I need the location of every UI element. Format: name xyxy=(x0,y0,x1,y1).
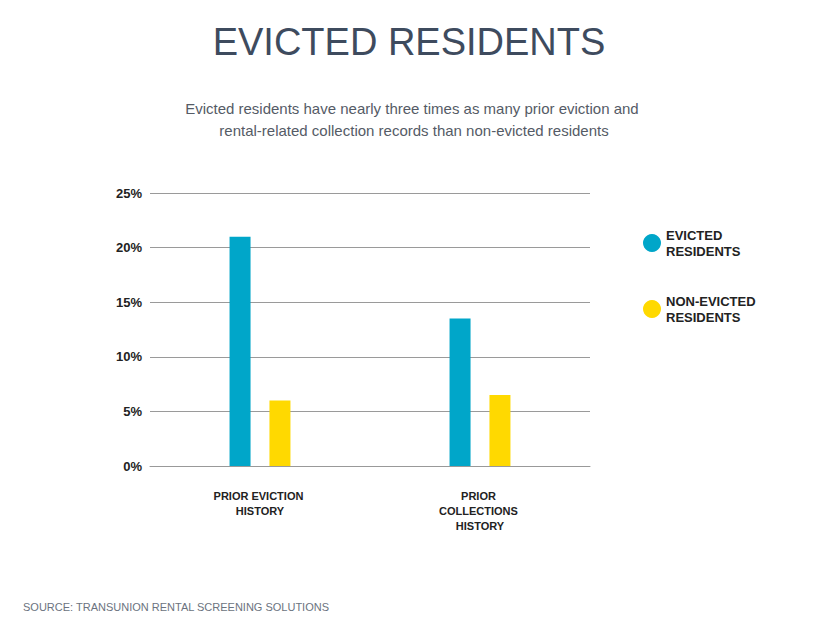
svg-text:15%: 15% xyxy=(116,295,142,310)
svg-text:5%: 5% xyxy=(123,404,142,419)
svg-text:RESIDENTS: RESIDENTS xyxy=(666,244,741,259)
svg-text:10%: 10% xyxy=(116,349,142,364)
svg-text:COLLECTIONS: COLLECTIONS xyxy=(439,505,521,517)
svg-text:20%: 20% xyxy=(116,240,142,255)
svg-text:rental-related collection reco: rental-related collection records than n… xyxy=(219,122,608,139)
svg-text:EVICTED: EVICTED xyxy=(666,228,726,243)
svg-text:PRIOR EVICTION: PRIOR EVICTION xyxy=(214,490,307,502)
svg-text:Evicted residents have nearly: Evicted residents have nearly three time… xyxy=(185,100,643,117)
svg-text:HISTORY: HISTORY xyxy=(456,520,505,532)
svg-text:NON-EVICTED: NON-EVICTED xyxy=(666,294,759,309)
svg-text:SOURCE: TRANSUNION RENTAL SCRE: SOURCE: TRANSUNION RENTAL SCREENING SOLU… xyxy=(23,601,329,613)
svg-text:25%: 25% xyxy=(116,186,142,201)
svg-text:PRIOR: PRIOR xyxy=(461,490,499,502)
svg-text:RESIDENTS: RESIDENTS xyxy=(666,310,741,325)
svg-text:EVICTED RESIDENTS: EVICTED RESIDENTS xyxy=(213,21,606,63)
svg-text:0%: 0% xyxy=(123,459,142,474)
svg-text:HISTORY: HISTORY xyxy=(236,505,285,517)
